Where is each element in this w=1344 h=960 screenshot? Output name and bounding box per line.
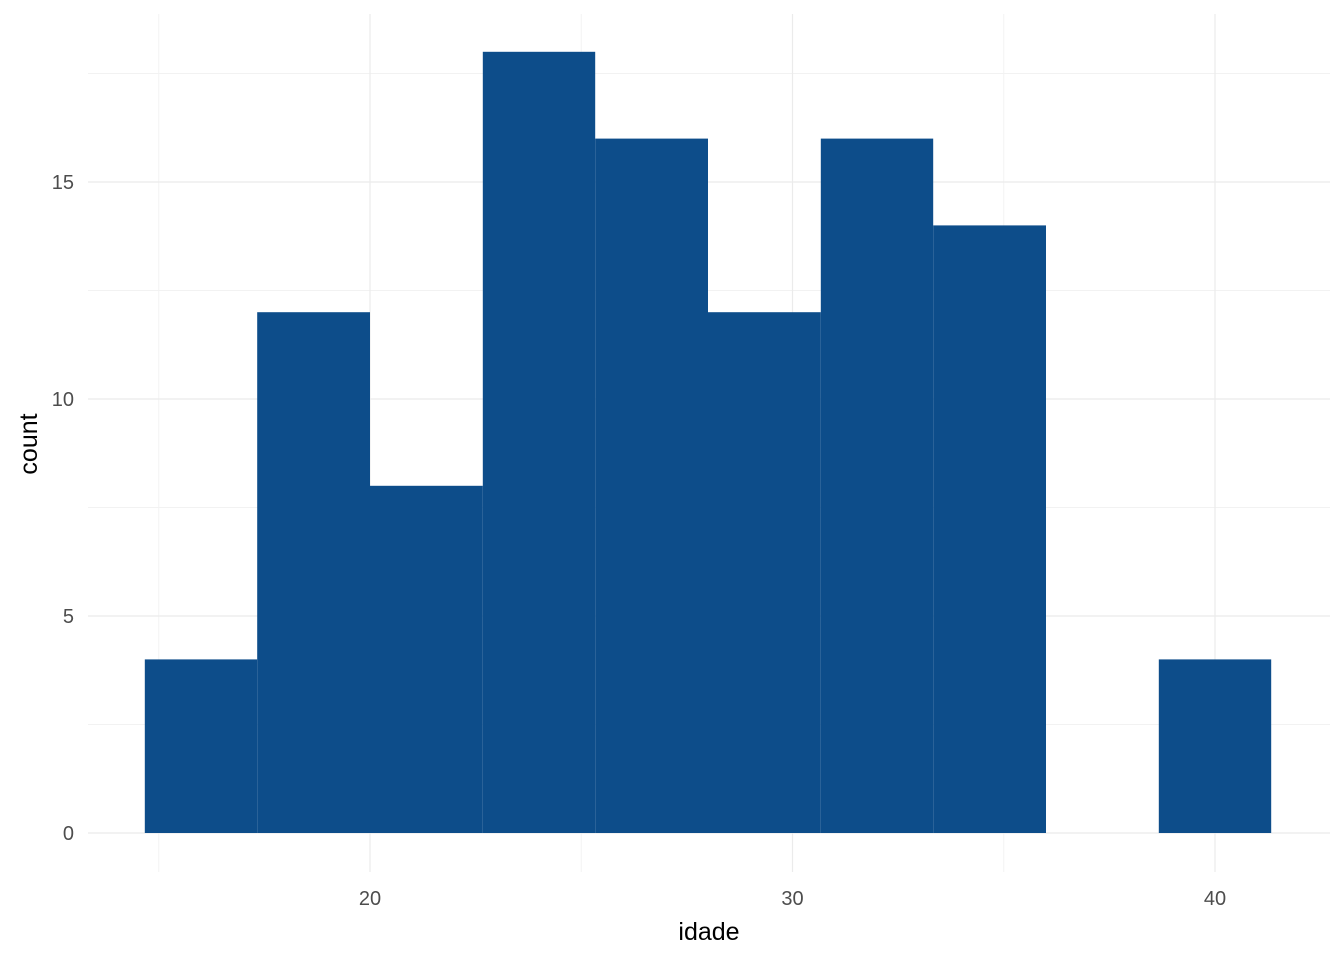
histogram-bar (595, 138, 708, 834)
y-tick-label: 0 (63, 823, 74, 845)
y-axis-tick-labels: 0 5 10 15 (52, 172, 74, 845)
histogram-bar (933, 225, 1046, 833)
x-axis-tick-labels: 20 30 40 (359, 888, 1226, 910)
histogram-bar (820, 138, 934, 834)
histogram-bar (370, 485, 483, 833)
histogram-bar (482, 51, 596, 834)
y-tick-label: 10 (52, 389, 74, 411)
x-axis-title: idade (678, 918, 739, 946)
x-tick-label: 20 (359, 888, 381, 910)
x-tick-label: 40 (1204, 888, 1226, 910)
y-tick-label: 5 (63, 606, 74, 628)
x-tick-label: 30 (781, 888, 803, 910)
y-tick-label: 15 (52, 172, 74, 194)
histogram-bar (1158, 659, 1272, 833)
histogram-bar (708, 312, 821, 833)
histogram-bars (144, 51, 1272, 834)
y-axis-title: count (15, 413, 43, 474)
histogram-bar (257, 312, 370, 833)
histogram-bar (144, 659, 258, 833)
